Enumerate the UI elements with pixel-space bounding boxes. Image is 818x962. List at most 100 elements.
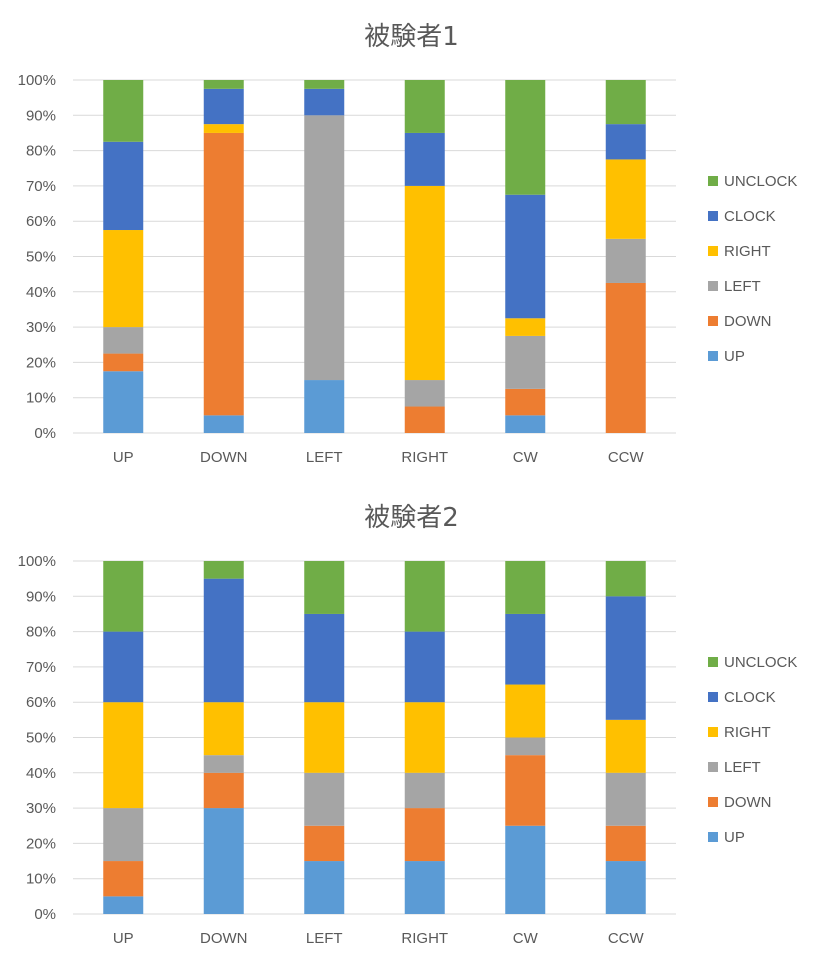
chart-title: 被験者1 (364, 22, 459, 52)
bar-down-down (203, 132, 244, 416)
bar-up-clock (103, 141, 144, 231)
x-category-label: DOWN (200, 930, 248, 947)
legend-swatch-clock (708, 211, 718, 221)
bar-up-right (103, 702, 144, 809)
bar-cw-clock (505, 613, 546, 685)
bar-up-left (103, 808, 144, 862)
bar-down-clock (203, 578, 244, 703)
bar-cw-left (505, 737, 546, 756)
bar-cw-right (505, 684, 546, 738)
legend-swatch-up (708, 832, 718, 842)
bar-ccw-unclock (605, 80, 646, 125)
bar-up-left (103, 327, 144, 354)
legend-label-right: RIGHT (724, 243, 771, 260)
y-tick-label: 90% (26, 588, 56, 605)
chart-1: 被験者1 0% 10% 20% 30% 40% 50% 60% 70% 80% 90% 100% UP D… (18, 22, 798, 466)
y-tick-label: 0% (34, 906, 56, 923)
bar-cw-up (505, 415, 546, 433)
bar-ccw-clock (605, 124, 646, 160)
bar-cw-clock (505, 194, 546, 319)
bar-left-unclock (304, 561, 345, 614)
bar-left-down (304, 825, 345, 862)
bar-right-clock (404, 132, 445, 186)
legend-label-down: DOWN (724, 313, 772, 330)
x-category-label: LEFT (306, 449, 343, 466)
x-category-label: UP (113, 930, 134, 947)
legend-swatch-up (708, 351, 718, 361)
legend-label-left: LEFT (724, 759, 761, 776)
bar-down-up (203, 808, 244, 914)
legend-label-down: DOWN (724, 794, 772, 811)
y-tick-label: 50% (26, 730, 56, 747)
y-tick-label: 0% (34, 425, 56, 442)
bar-cw-down (505, 755, 546, 826)
x-category-label: LEFT (306, 930, 343, 947)
bar-cw-down (505, 388, 546, 416)
bar-right-clock (404, 631, 445, 703)
x-category-label: CW (513, 930, 539, 947)
y-tick-label: 60% (26, 213, 56, 230)
bar-right-down (404, 406, 445, 433)
y-tick-label: 80% (26, 624, 56, 641)
y-tick-label: 100% (18, 553, 56, 570)
legend-swatch-left (708, 281, 718, 291)
bar-down-right (203, 702, 244, 756)
y-tick-label: 70% (26, 178, 56, 195)
y-tick-label: 30% (26, 800, 56, 817)
bar-down-up (203, 415, 244, 433)
chart-title: 被験者2 (364, 503, 459, 533)
x-category-label: RIGHT (401, 930, 448, 947)
bar-ccw-right (605, 719, 646, 773)
bar-down-unclock (203, 80, 244, 89)
y-tick-label: 40% (26, 284, 56, 301)
bar-ccw-down (605, 825, 646, 862)
bar-ccw-left (605, 238, 646, 283)
bar-right-down (404, 808, 445, 862)
bar-down-left (203, 755, 244, 773)
bar-cw-up (505, 825, 546, 914)
legend-swatch-down (708, 316, 718, 326)
bar-right-right (404, 702, 445, 773)
bar-down-right (203, 124, 244, 133)
y-tick-label: 40% (26, 765, 56, 782)
bar-right-left (404, 380, 445, 407)
bar-left-right (304, 702, 345, 773)
bar-right-right (404, 185, 445, 381)
legend-swatch-right (708, 727, 718, 737)
bar-left-up (304, 861, 345, 914)
x-category-label: CW (513, 449, 539, 466)
x-category-label: DOWN (200, 449, 248, 466)
y-tick-label: 50% (26, 249, 56, 266)
bar-right-left (404, 772, 445, 809)
y-tick-label: 10% (26, 390, 56, 407)
y-tick-label: 60% (26, 694, 56, 711)
bar-up-unclock (103, 561, 144, 632)
bar-up-down (103, 861, 144, 897)
bar-left-unclock (304, 80, 345, 89)
x-category-label: CCW (608, 930, 645, 947)
legend: UNCLOCK CLOCK RIGHT LEFT DOWN UP (708, 173, 797, 365)
bar-up-clock (103, 631, 144, 703)
legend-label-clock: CLOCK (724, 208, 776, 225)
legend-label-left: LEFT (724, 278, 761, 295)
bar-cw-unclock (505, 561, 546, 614)
bar-down-unclock (203, 561, 244, 579)
bar-cw-right (505, 318, 546, 336)
bar-up-down (103, 353, 144, 372)
bar-left-left (304, 115, 345, 381)
y-tick-label: 20% (26, 835, 56, 852)
legend-label-unclock: UNCLOCK (724, 173, 797, 190)
y-tick-label: 90% (26, 107, 56, 124)
bar-up-up (103, 371, 144, 433)
legend-swatch-right (708, 246, 718, 256)
bar-up-up (103, 896, 144, 914)
legend-swatch-unclock (708, 657, 718, 667)
bar-left-up (304, 380, 345, 433)
legend-label-up: UP (724, 829, 745, 846)
bar-ccw-left (605, 772, 646, 826)
x-category-label: RIGHT (401, 449, 448, 466)
legend-label-clock: CLOCK (724, 689, 776, 706)
legend-swatch-clock (708, 692, 718, 702)
